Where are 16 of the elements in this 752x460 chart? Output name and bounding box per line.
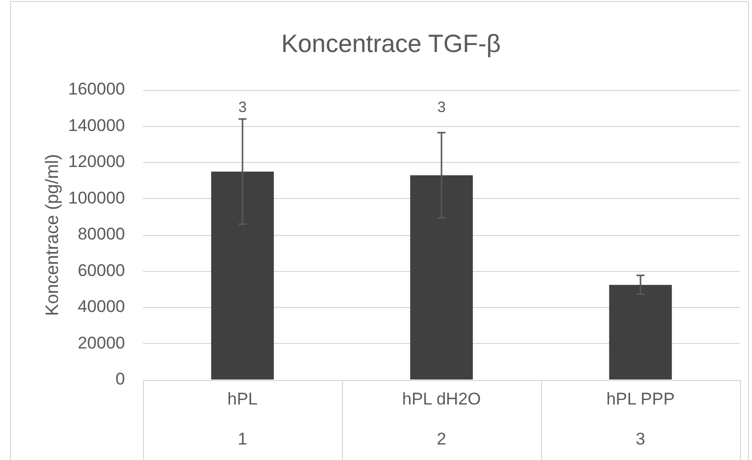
category-label: hPL dH2O 2	[402, 390, 481, 449]
y-tick-label: 40000	[78, 297, 125, 316]
annotation: 3	[437, 99, 446, 116]
y-tick-label: 160000	[68, 80, 125, 99]
y-tick-label: 140000	[68, 116, 125, 135]
category-label: hPL PPP 3	[606, 390, 675, 449]
category-label: hPL 1	[227, 390, 258, 449]
annotation: 3	[238, 99, 247, 116]
y-tick-label: 0	[116, 370, 125, 389]
y-tick-label: 120000	[68, 152, 125, 172]
chart-title: Koncentrace TGF-β	[281, 30, 501, 58]
y-tick-label: 20000	[78, 333, 125, 352]
y-tick-label: 100000	[68, 188, 125, 208]
y-axis-title: Koncentrace (pg/ml)	[42, 154, 62, 316]
y-tick-label: 80000	[78, 224, 125, 244]
y-tick-label: 60000	[78, 260, 125, 280]
